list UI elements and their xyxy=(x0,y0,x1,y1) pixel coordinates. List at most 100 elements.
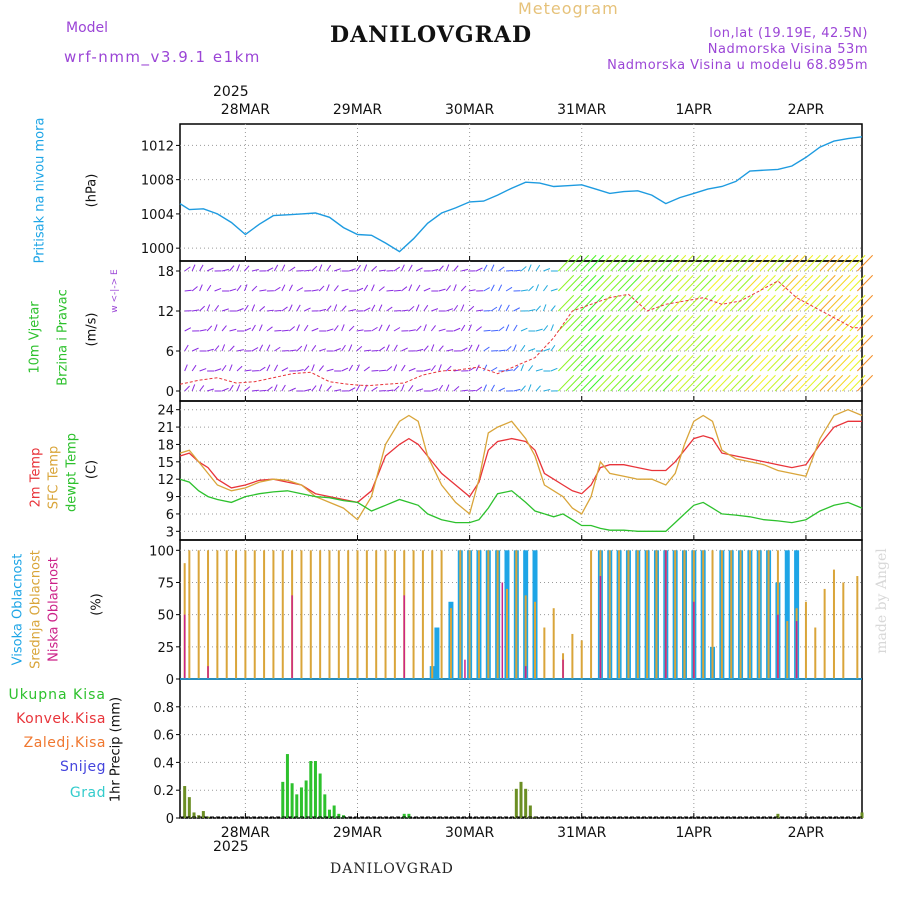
wind-barb xyxy=(371,369,379,372)
wind-barb xyxy=(206,267,214,272)
wind-barb xyxy=(460,324,466,332)
low-cloud-bar xyxy=(501,582,504,679)
wind-barb xyxy=(491,329,499,332)
mid-cloud-bar xyxy=(365,550,368,679)
wind-barb xyxy=(528,309,536,312)
wind-barb xyxy=(378,304,383,312)
year-bottom-label: 2025 xyxy=(213,839,249,855)
precip-freezing-label: Zaledj.Kisa xyxy=(23,735,106,751)
wind-barb xyxy=(595,314,612,332)
wind-barb xyxy=(677,354,694,372)
wind-barb xyxy=(685,334,702,352)
wind-barb xyxy=(662,274,679,292)
wind-barb xyxy=(729,294,746,312)
wind-barb xyxy=(744,314,761,332)
wind-barb xyxy=(617,274,634,292)
wind-barb xyxy=(617,374,634,392)
precip-bar xyxy=(290,783,294,818)
wind-barb xyxy=(311,327,319,332)
precip-bar xyxy=(206,816,210,818)
wind-barb xyxy=(797,274,814,292)
precip-bar xyxy=(187,797,191,818)
wind-barb xyxy=(714,294,732,312)
wind-barb xyxy=(550,324,554,332)
wind-barb xyxy=(610,294,627,312)
mid-cloud-bar xyxy=(431,550,434,679)
wind-barb xyxy=(849,374,866,392)
wind-barb xyxy=(206,304,211,312)
wind-barb xyxy=(319,348,327,352)
wind-barb xyxy=(191,384,196,392)
wind-barb xyxy=(243,284,248,292)
xtick-label-bottom-3: 31MAR xyxy=(557,825,606,841)
wind-barb xyxy=(251,269,259,272)
wind-barb xyxy=(849,334,866,352)
wind-barb xyxy=(236,349,244,352)
wind-barb xyxy=(550,288,558,292)
wind-barb xyxy=(229,384,234,392)
precip-bar xyxy=(183,786,187,818)
wind-barb xyxy=(341,305,347,312)
mid-cloud-bar xyxy=(263,550,266,679)
wind-barb xyxy=(759,374,776,392)
wind-barb xyxy=(714,274,732,292)
wind-barb xyxy=(812,254,829,272)
wind-barb xyxy=(744,274,761,292)
ytick-label-cloud-1: 25 xyxy=(157,641,174,656)
wind-barb xyxy=(356,329,364,332)
wind-barb xyxy=(311,385,317,392)
wind-barb xyxy=(199,329,207,332)
mid-cloud-bar xyxy=(328,550,331,679)
low-cloud-bar xyxy=(291,595,293,679)
wind-barb xyxy=(565,274,582,292)
wind-barb xyxy=(304,307,311,312)
mid-cloud-bar xyxy=(524,595,527,679)
wind-barb xyxy=(819,354,836,372)
wind-barb xyxy=(752,294,769,312)
precip-bar xyxy=(323,794,327,818)
wind-barb xyxy=(789,294,806,312)
wind-barb xyxy=(236,264,240,272)
wind-barb xyxy=(647,334,664,352)
wind-barb xyxy=(281,264,286,272)
wind-barb xyxy=(535,305,541,312)
ytick-label-temperature-6: 21 xyxy=(157,421,174,436)
model-label: Model xyxy=(66,20,109,36)
wind-barb xyxy=(333,325,339,332)
wind-barb xyxy=(461,268,469,272)
wind-barb xyxy=(812,334,829,352)
mid-cloud-bar xyxy=(468,550,471,679)
wind-barb xyxy=(572,254,590,272)
wind-barb xyxy=(587,354,604,372)
wind-barb xyxy=(834,374,851,392)
wind-barb xyxy=(782,354,799,372)
wind-barb xyxy=(677,374,694,392)
wind-barb xyxy=(483,384,487,392)
low-cloud-bar xyxy=(693,601,695,679)
wind-barb xyxy=(572,274,590,292)
wind-barb xyxy=(617,294,634,312)
wind-barb xyxy=(311,265,318,272)
precip-hail-label: Grad xyxy=(69,785,106,801)
ytick-label-wind-1: 6 xyxy=(166,345,174,360)
wind-barb xyxy=(797,314,814,332)
wind-barb xyxy=(311,289,319,292)
wind-barb xyxy=(602,254,619,272)
wind-barb xyxy=(303,344,308,352)
wind-barb xyxy=(468,344,473,352)
wind-barb xyxy=(303,324,309,332)
xtick-label-bottom-5: 2APR xyxy=(788,825,825,841)
ytick-label-temperature-1: 6 xyxy=(166,508,174,523)
wind-barb xyxy=(273,384,278,392)
mid-cloud-bar xyxy=(646,550,649,679)
wind-barb xyxy=(610,274,627,292)
wind-barb xyxy=(834,314,851,332)
xtick-label-top-1: 29MAR xyxy=(333,102,382,118)
wind-barb xyxy=(288,326,296,332)
wind-barb xyxy=(415,304,420,312)
precip-bar xyxy=(295,794,299,818)
wind-barb xyxy=(550,344,556,352)
wind-barb xyxy=(423,368,431,372)
wind-barb xyxy=(842,274,859,292)
wind-barb xyxy=(767,294,784,312)
